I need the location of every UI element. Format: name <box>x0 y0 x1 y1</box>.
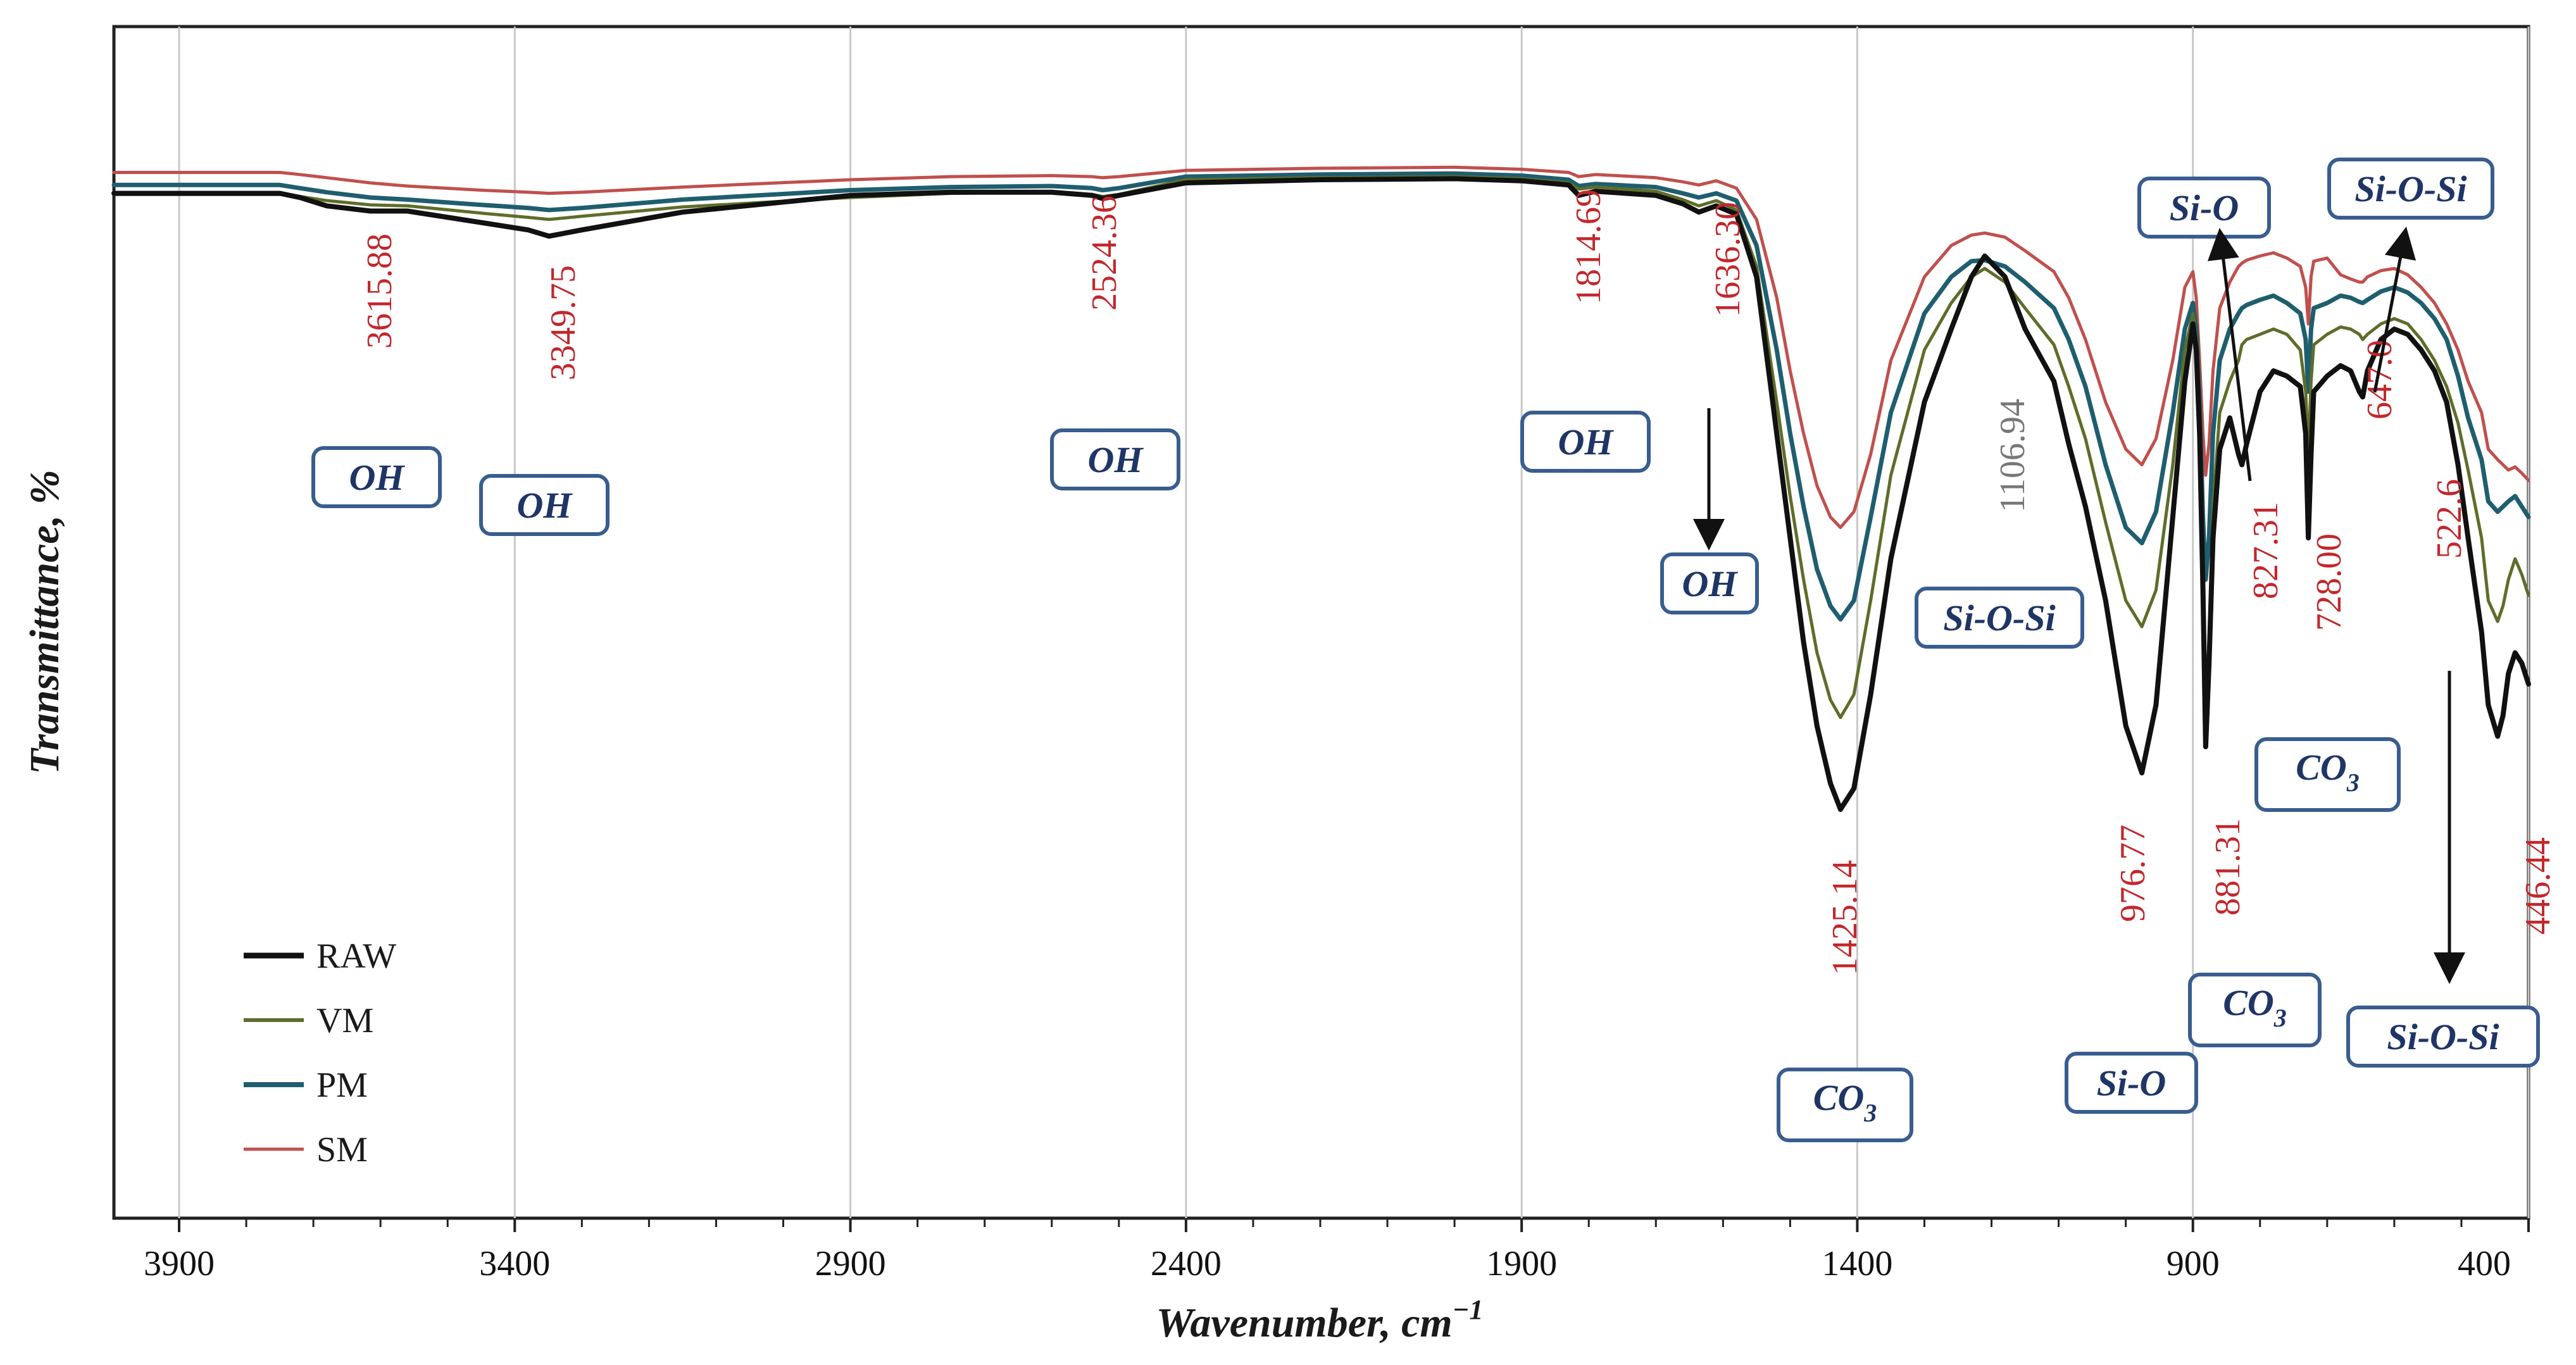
group-box <box>311 446 442 508</box>
group-box <box>1660 552 1759 614</box>
series-line-raw <box>111 176 2531 812</box>
group-box <box>2346 1006 2540 1068</box>
peak-label-446-44: 446.44 <box>2518 837 2558 935</box>
peak-label-827-31: 827.31 <box>2246 502 2285 599</box>
peak-label-3349-75: 3349.75 <box>544 265 583 380</box>
group-text: OH <box>1558 421 1615 463</box>
legend-entry-sm: SM <box>244 1130 368 1169</box>
group-box <box>2327 158 2494 220</box>
group-label-oh-2: OH <box>1050 428 1180 490</box>
group-text: OH <box>349 457 406 498</box>
group-label-si-o-si-6: Si-O-Si <box>1915 587 2084 649</box>
tick-label-2900: 2900 <box>815 1244 886 1283</box>
group-box <box>1915 587 2084 649</box>
legend-entry-vm: VM <box>244 1001 373 1040</box>
group-label-co3-8: CO3 <box>2188 973 2322 1047</box>
peak-label-1425-14: 1425.14 <box>1825 860 1865 975</box>
y-axis-title: Transmittance, % <box>22 470 68 775</box>
legend-label-pm: PM <box>316 1066 368 1105</box>
legend-label-sm: SM <box>316 1130 368 1169</box>
group-label-oh-1: OH <box>479 474 610 536</box>
plot-frame <box>112 25 2530 1220</box>
peak-label-3615-88: 3615.88 <box>360 234 399 349</box>
peak-label-1814-69: 1814.69 <box>1569 189 1608 304</box>
tick-label-1400: 1400 <box>1822 1244 1892 1283</box>
peak-label-1636-30: 1636.30 <box>1708 202 1748 317</box>
peak-annotations: 3615.88 3349.75 2524.36 1814.69 1636.30 1425.… <box>311 158 2558 1142</box>
group-text: CO3 <box>2223 982 2287 1032</box>
arrow-si-o-si-647 <box>2373 227 2417 393</box>
tick-label-2400: 2400 <box>1151 1244 1222 1283</box>
group-label-oh-3: OH <box>1520 411 1651 473</box>
group-box <box>2065 1052 2198 1114</box>
group-label-co3-10: CO3 <box>2254 737 2401 812</box>
group-text: OH <box>1088 439 1144 480</box>
x-axis-title: Wavenumber, cm−1 <box>1156 1294 1484 1346</box>
group-box <box>2137 177 2271 239</box>
group-box <box>1050 428 1180 490</box>
spectra-series <box>111 165 2531 812</box>
peak-label-522-6: 522.6 <box>2430 479 2469 559</box>
group-text: Si-O-Si <box>2387 1016 2499 1057</box>
legend-entry-pm: PM <box>244 1066 368 1105</box>
tick-label-1900: 1900 <box>1486 1244 1557 1283</box>
tick-label-900: 900 <box>2166 1244 2220 1283</box>
arrow-si-o-827 <box>2207 228 2252 482</box>
group-label-oh-4: OH <box>1660 552 1759 614</box>
group-text: CO3 <box>1813 1077 1877 1127</box>
group-label-si-o-7: Si-O <box>2065 1052 2198 1114</box>
group-text: OH <box>517 485 573 526</box>
legend-entry-raw: RAW <box>244 937 396 976</box>
group-text: Si-O <box>2170 187 2239 228</box>
legend-label-vm: VM <box>316 1001 373 1040</box>
x-axis-ticks: 3900 3400 2900 2400 1900 1400 900 400 <box>144 1218 2530 1283</box>
tick-label-3400: 3400 <box>479 1244 550 1283</box>
group-text: Si-O <box>2097 1063 2166 1104</box>
series-line-pm <box>111 171 2531 622</box>
peak-label-976-77: 976.77 <box>2113 825 2153 922</box>
group-label-si-o-si-12: Si-O-Si <box>2346 1006 2540 1068</box>
group-text: Si-O-Si <box>2354 168 2467 209</box>
tick-label-400: 400 <box>2458 1244 2511 1283</box>
peak-label-1106-94: 1106.94 <box>1993 399 2032 513</box>
annotation-arrows <box>1693 227 2465 984</box>
group-box <box>2188 973 2322 1047</box>
group-text: OH <box>1682 563 1739 604</box>
peak-label-647-0: 647.0 <box>2360 340 2399 420</box>
group-box <box>479 474 610 536</box>
group-label-si-o-9: Si-O <box>2137 177 2271 239</box>
peak-label-2524-36: 2524.36 <box>1085 196 1124 311</box>
tick-label-3900: 3900 <box>144 1244 215 1283</box>
legend-label-raw: RAW <box>316 937 396 976</box>
legend: RAW VM PM SM <box>244 937 396 1169</box>
group-box <box>1520 411 1651 473</box>
peak-label-881-31: 881.31 <box>2208 818 2248 916</box>
group-text: Si-O-Si <box>1943 597 2055 639</box>
group-label-co3-5: CO3 <box>1777 1068 1913 1142</box>
group-text: CO3 <box>2296 747 2360 797</box>
group-box <box>1777 1068 1913 1142</box>
group-label-oh-0: OH <box>311 446 442 508</box>
peak-label-728-00: 728.00 <box>2310 533 2349 631</box>
group-box <box>2254 737 2401 812</box>
group-label-si-o-si-11: Si-O-Si <box>2327 158 2494 220</box>
series-line-sm <box>112 165 2530 529</box>
